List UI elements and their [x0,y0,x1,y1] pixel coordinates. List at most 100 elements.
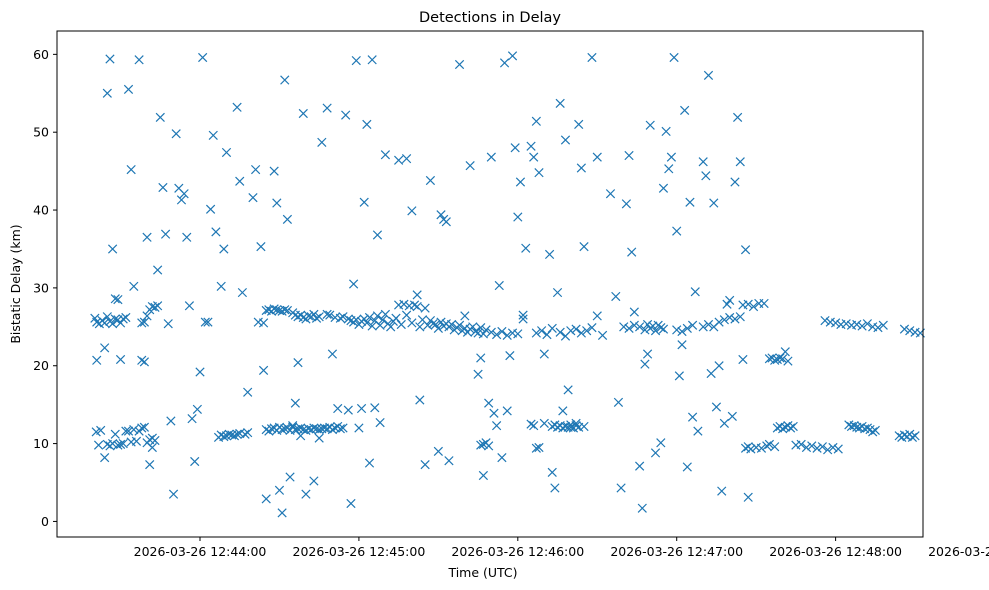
data-point [346,498,356,509]
data-point [764,354,775,364]
data-point [296,423,306,433]
data-point [335,313,345,323]
data-point [693,426,703,436]
data-point [579,242,589,252]
data-point [243,387,253,397]
data-point [576,163,586,173]
data-point [139,357,150,367]
data-point [280,305,290,315]
data-point [518,314,528,324]
data-point [775,353,785,363]
data-point [642,349,653,359]
data-point [314,433,324,443]
data-point [849,421,859,431]
data-point [629,307,639,317]
data-point [219,431,229,442]
data-point [529,152,539,162]
data-point [687,412,698,422]
data-point [375,417,385,428]
data-point [719,315,730,325]
data-point [327,424,338,435]
data-point [513,212,523,222]
data-point [367,321,377,331]
y-axis-label: Bistatic Delay (km) [8,224,23,343]
data-point [110,314,120,324]
data-point [322,103,332,113]
data-point [232,429,242,439]
data-point [221,147,232,158]
data-point [137,318,147,328]
data-point [550,483,560,493]
data-point [380,309,391,319]
data-point [115,439,126,449]
y-tick-label: 40 [33,203,49,218]
data-point [431,319,441,330]
data-point [129,424,139,435]
data-point [126,164,136,175]
data-point [640,325,650,335]
data-point [420,459,430,470]
data-point [552,287,563,298]
data-point [314,312,324,322]
data-point [587,322,597,333]
data-point [627,247,637,257]
data-point [240,429,250,439]
data-point [780,347,790,357]
data-point [645,120,655,130]
data-point [531,116,541,126]
data-point [192,404,202,414]
data-point [216,281,226,291]
data-point [576,328,586,338]
data-point [574,119,584,130]
data-point [343,314,353,324]
data-point [502,406,512,416]
data-point [555,327,565,337]
data-point [478,470,489,481]
data-point [801,442,812,453]
data-point [288,421,298,431]
data-point [748,301,759,312]
data-point [526,419,536,429]
data-point [454,320,465,330]
data-point [701,171,711,181]
data-point [743,492,753,502]
data-point [198,52,208,63]
data-point [841,319,851,329]
data-point [650,326,661,336]
data-point [807,441,817,451]
data-point [301,489,311,499]
y-tick-label: 60 [33,47,49,62]
data-point [698,322,708,332]
data-point [123,84,134,95]
data-point [105,54,115,64]
data-point [107,319,118,329]
data-point [582,326,592,336]
data-point [362,318,372,328]
x-tick-label: 2026-03-26 12:45:00 [293,544,426,559]
data-point [481,325,491,335]
data-point [764,439,775,449]
data-point [685,197,695,207]
data-point [285,472,295,482]
data-point [378,315,388,325]
data-point [759,298,769,309]
data-point [484,398,494,408]
data-point [147,442,157,453]
data-point [531,328,541,338]
data-point [100,343,110,353]
data-point [401,310,412,320]
data-point [415,395,425,405]
data-point [788,421,798,432]
data-point [325,310,335,320]
data-point [486,152,496,162]
data-point [211,227,221,237]
data-point [93,440,104,450]
data-point [571,421,581,431]
data-point [110,429,120,439]
data-point [513,329,523,339]
data-point [820,315,830,326]
data-point [738,354,748,365]
data-point [687,320,698,330]
data-point [677,326,687,337]
data-point [290,424,300,435]
